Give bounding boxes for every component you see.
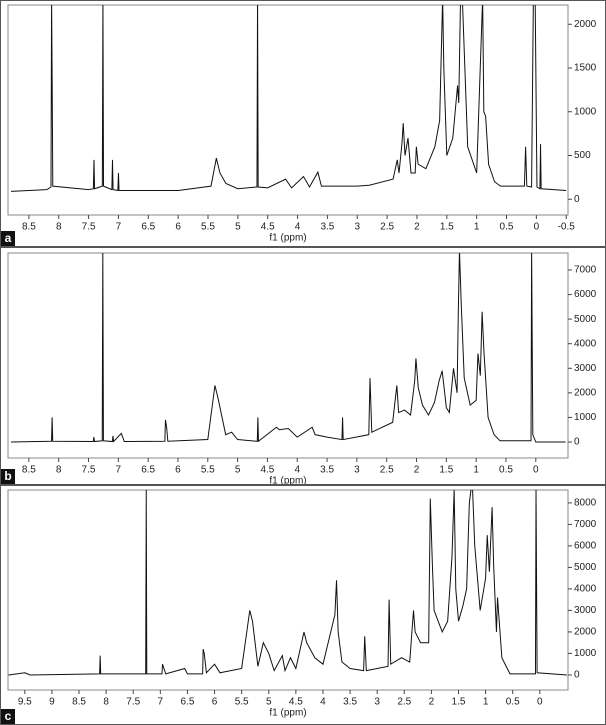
x-tick-label: 6.5 bbox=[141, 465, 155, 476]
x-tick-label: 0 bbox=[534, 222, 540, 233]
panel-label-box bbox=[1, 709, 15, 724]
x-tick-label: 8.5 bbox=[22, 465, 36, 476]
x-tick-label: 8.5 bbox=[72, 697, 86, 708]
x-tick-label: 8 bbox=[56, 465, 62, 476]
x-tick-label: 1 bbox=[483, 697, 489, 708]
plot-area bbox=[7, 252, 569, 459]
x-tick-label: 5 bbox=[235, 465, 241, 476]
x-tick-label: 8.5 bbox=[22, 222, 36, 233]
y-tick-label: 4000 bbox=[574, 584, 597, 595]
x-tick-label: 5 bbox=[266, 697, 272, 708]
x-tick-label: 6 bbox=[175, 465, 181, 476]
x-tick-label: 3.5 bbox=[320, 465, 334, 476]
y-tick-label: 4000 bbox=[574, 338, 597, 349]
x-tick-label: 5.5 bbox=[235, 697, 249, 708]
y-tick-label: 1000 bbox=[574, 412, 597, 423]
x-tick-label: 0.5 bbox=[500, 222, 514, 233]
x-tick-label: 0 bbox=[537, 697, 543, 708]
y-tick-label: 0 bbox=[574, 437, 580, 448]
x-tick-label: 6 bbox=[175, 222, 181, 233]
y-tick-label: 7000 bbox=[574, 265, 597, 276]
panel-label: b bbox=[4, 469, 11, 483]
x-tick-label: 5 bbox=[235, 222, 241, 233]
x-axis-label: f1 (ppm) bbox=[269, 708, 306, 719]
y-tick-label: 0 bbox=[574, 670, 580, 681]
y-tick-label: 2000 bbox=[574, 19, 597, 30]
x-tick-label: 7.5 bbox=[82, 222, 96, 233]
x-tick-label: 7 bbox=[116, 222, 122, 233]
y-tick-label: 5000 bbox=[574, 314, 597, 325]
y-tick-label: 2000 bbox=[574, 627, 597, 638]
x-tick-label: 2 bbox=[429, 697, 435, 708]
x-tick-label: 1.5 bbox=[440, 222, 454, 233]
x-tick-label: 4.5 bbox=[260, 465, 274, 476]
x-tick-label: 7.5 bbox=[126, 697, 140, 708]
x-tick-label: 5.5 bbox=[201, 222, 215, 233]
x-tick-label: 2.5 bbox=[380, 465, 394, 476]
x-tick-label: 2 bbox=[414, 222, 420, 233]
x-axis-label: f1 (ppm) bbox=[269, 476, 306, 487]
x-tick-label: 6 bbox=[212, 697, 218, 708]
x-tick-label: 6.5 bbox=[141, 222, 155, 233]
y-tick-label: 0 bbox=[574, 194, 580, 205]
x-tick-label: 1 bbox=[473, 465, 479, 476]
y-tick-label: 1000 bbox=[574, 648, 597, 659]
panel-label-box bbox=[1, 231, 15, 246]
x-tick-label: 8 bbox=[103, 697, 109, 708]
x-axis-label: f1 (ppm) bbox=[269, 233, 306, 244]
y-tick-label: 5000 bbox=[574, 562, 597, 573]
x-tick-label: 1 bbox=[474, 222, 480, 233]
x-tick-label: 4 bbox=[295, 222, 301, 233]
x-tick-label: 3 bbox=[374, 697, 380, 708]
x-tick-label: 7 bbox=[116, 465, 122, 476]
x-tick-label: 3 bbox=[354, 222, 360, 233]
y-tick-label: 6000 bbox=[574, 289, 597, 300]
plot-area bbox=[7, 4, 569, 216]
x-tick-label: 3.5 bbox=[343, 697, 357, 708]
x-tick-label: -0.5 bbox=[558, 222, 576, 233]
x-tick-label: 0 bbox=[533, 465, 539, 476]
x-tick-label: 3.5 bbox=[320, 222, 334, 233]
y-tick-label: 500 bbox=[574, 150, 591, 161]
x-tick-label: 4 bbox=[294, 465, 300, 476]
x-tick-label: 2.5 bbox=[380, 222, 394, 233]
x-tick-label: 2 bbox=[414, 465, 420, 476]
x-tick-label: 5.5 bbox=[201, 465, 215, 476]
x-tick-label: 4.5 bbox=[261, 222, 275, 233]
y-tick-label: 8000 bbox=[574, 498, 597, 509]
y-tick-label: 1000 bbox=[574, 106, 597, 117]
spectrum-line bbox=[8, 490, 567, 676]
spectrum-line bbox=[10, 253, 566, 443]
y-tick-label: 6000 bbox=[574, 541, 597, 552]
x-tick-label: 8 bbox=[56, 222, 62, 233]
y-tick-label: 1500 bbox=[574, 63, 597, 74]
panel-label: a bbox=[5, 231, 12, 245]
x-tick-label: 9.5 bbox=[18, 697, 32, 708]
x-tick-label: 0.5 bbox=[499, 465, 513, 476]
x-tick-label: 4 bbox=[320, 697, 326, 708]
x-tick-label: 4.5 bbox=[289, 697, 303, 708]
spectrum-line bbox=[10, 5, 567, 192]
x-tick-label: 7.5 bbox=[82, 465, 96, 476]
plot-area bbox=[7, 489, 569, 691]
y-tick-label: 3000 bbox=[574, 363, 597, 374]
y-tick-label: 3000 bbox=[574, 605, 597, 616]
y-tick-label: 2000 bbox=[574, 388, 597, 399]
x-tick-label: 1.5 bbox=[452, 697, 466, 708]
x-tick-label: 0.5 bbox=[506, 697, 520, 708]
x-tick-label: 2.5 bbox=[397, 697, 411, 708]
panel-label-box bbox=[1, 469, 15, 484]
x-tick-label: 3 bbox=[354, 465, 360, 476]
x-tick-label: 1.5 bbox=[439, 465, 453, 476]
panel-label: c bbox=[5, 709, 12, 723]
x-tick-label: 9 bbox=[49, 697, 55, 708]
x-tick-label: 7 bbox=[158, 697, 164, 708]
x-tick-label: 6.5 bbox=[180, 697, 194, 708]
y-tick-label: 7000 bbox=[574, 519, 597, 530]
